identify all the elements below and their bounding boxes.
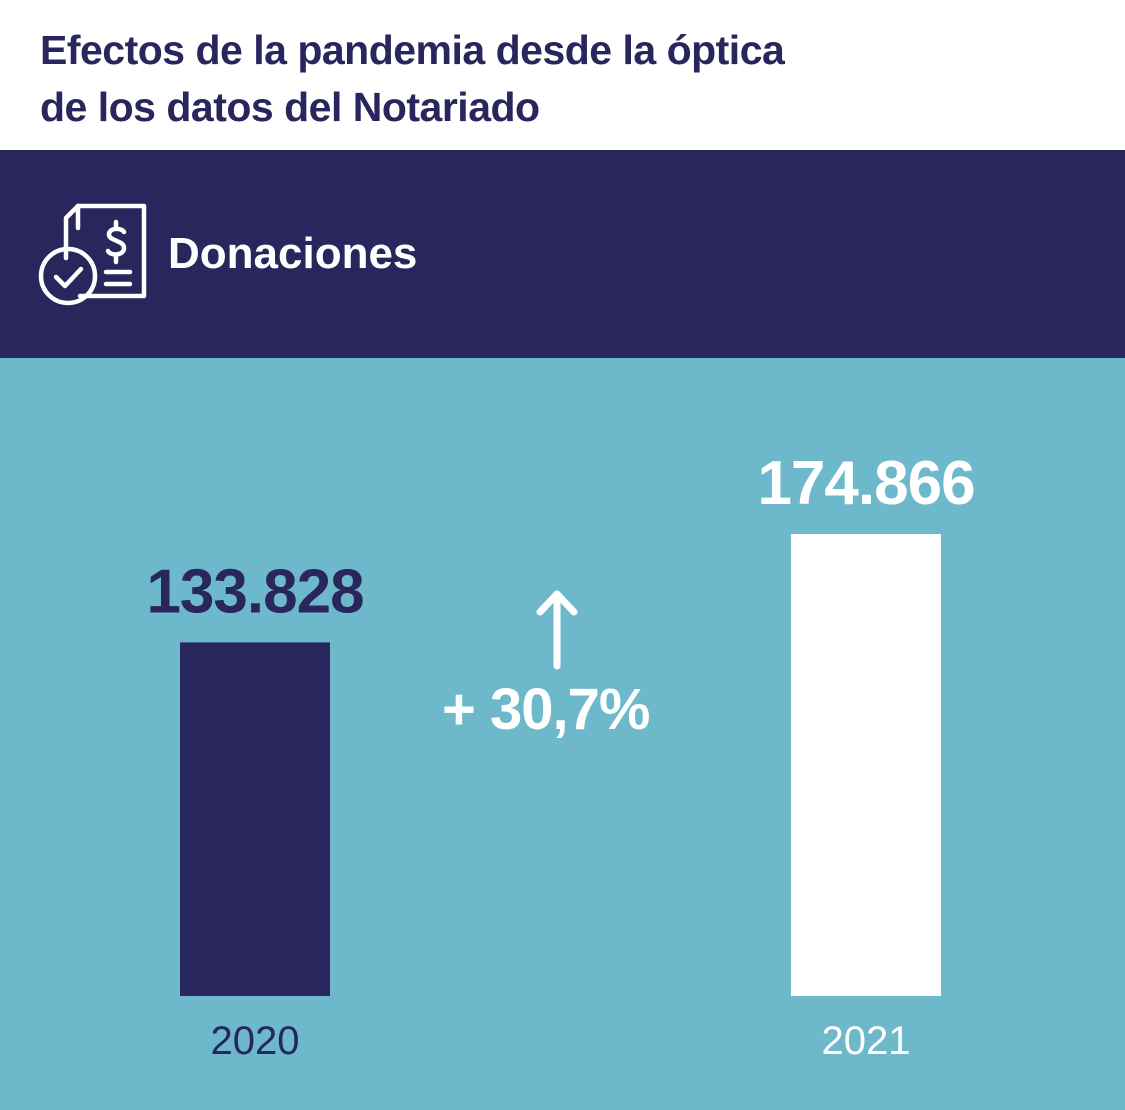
- document-dollar-check-icon: [38, 203, 147, 306]
- title-line-1: Efectos de la pandemia desde la óptica: [40, 27, 785, 73]
- bar-2021: [791, 534, 941, 996]
- bar-2020: [180, 642, 330, 996]
- value-label-2021: 174.866: [757, 449, 974, 518]
- change-percent: + 30,7%: [442, 677, 650, 742]
- arrow-up-icon: [536, 590, 578, 670]
- tick-label-2020: 2020: [211, 1019, 300, 1063]
- bar-chart: 133.828 2020 174.866 2021: [146, 449, 975, 1063]
- tick-label-2021: 2021: [822, 1019, 911, 1063]
- value-label-2020: 133.828: [146, 557, 363, 626]
- section-banner: Donaciones: [0, 150, 1125, 358]
- title-line-2: de los datos del Notariado: [40, 84, 540, 130]
- page-title: Efectos de la pandemia desde la óptica d…: [40, 22, 1100, 136]
- chart-area: 133.828 2020 174.866 2021 + 30,7%: [0, 358, 1125, 1110]
- section-label: Donaciones: [168, 229, 418, 278]
